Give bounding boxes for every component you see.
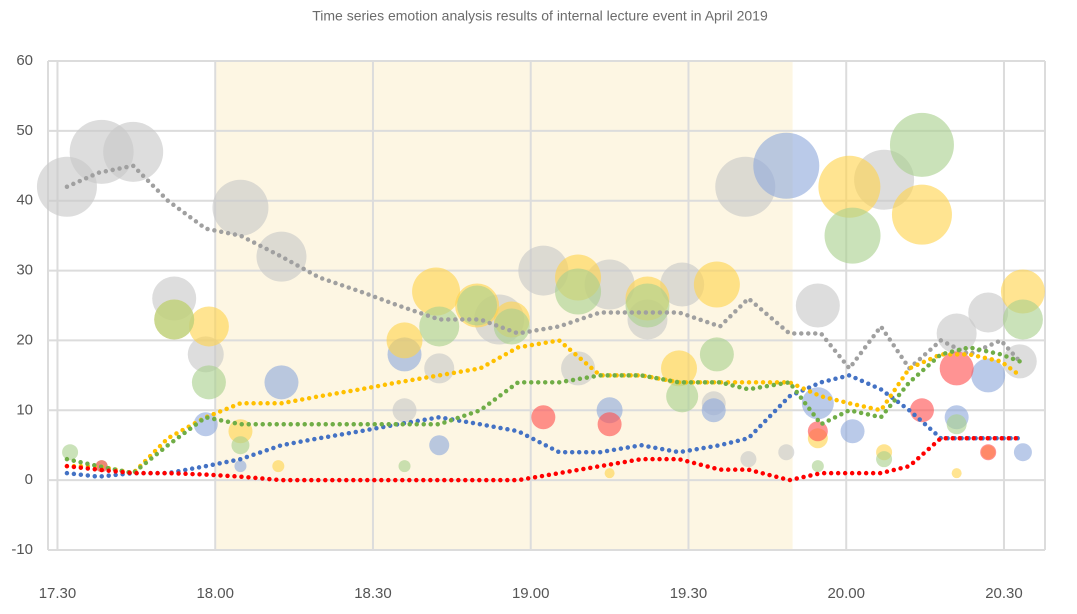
y-tick-label: 60 xyxy=(16,52,33,69)
bubble xyxy=(980,444,997,461)
bubble xyxy=(604,468,615,479)
x-tick-label: 19.00 xyxy=(512,585,550,602)
bubble xyxy=(392,398,417,423)
y-tick-label: 50 xyxy=(16,122,33,139)
bubble xyxy=(693,261,740,308)
bubble xyxy=(191,365,226,400)
bubble xyxy=(876,451,893,468)
bubble xyxy=(256,231,307,282)
bubble xyxy=(398,460,411,473)
y-tick-label: 40 xyxy=(16,192,33,209)
bubble xyxy=(811,460,824,473)
x-tick-label: 20.00 xyxy=(827,585,865,602)
x-tick-label: 17.30 xyxy=(39,585,77,602)
bubble xyxy=(555,268,602,315)
bubble xyxy=(412,267,461,316)
bubble xyxy=(818,155,881,218)
dotted-line xyxy=(64,372,1023,479)
bubble xyxy=(889,112,954,177)
bubble xyxy=(1013,443,1032,462)
bubble xyxy=(429,435,450,456)
x-tick-label: 20.30 xyxy=(985,585,1023,602)
bubble xyxy=(891,184,952,245)
bubble xyxy=(103,121,164,182)
bubble xyxy=(666,380,699,413)
x-tick-label: 18.00 xyxy=(196,585,234,602)
bubble xyxy=(807,421,828,442)
x-tick-label: 19.30 xyxy=(670,585,708,602)
bubble xyxy=(597,412,622,437)
bubble xyxy=(909,398,934,423)
bubble xyxy=(946,414,967,435)
bubble xyxy=(824,207,881,264)
bubble xyxy=(231,436,250,455)
bubble xyxy=(424,353,455,384)
bubble xyxy=(801,387,834,420)
dotted-line xyxy=(64,338,1023,476)
bubble xyxy=(62,444,79,461)
bubble xyxy=(1002,299,1043,340)
bubble xyxy=(531,405,556,430)
y-tick-label: -10 xyxy=(11,541,33,558)
dotted-line xyxy=(64,163,1023,373)
bubble xyxy=(493,308,530,345)
bubble xyxy=(386,322,423,359)
bubble xyxy=(740,451,757,468)
dotted-line xyxy=(64,435,1023,483)
bubble xyxy=(661,350,698,387)
bubble xyxy=(795,283,840,328)
bubble xyxy=(660,262,705,307)
bubble xyxy=(939,351,974,386)
bubble xyxy=(971,358,1006,393)
bubble xyxy=(272,460,285,473)
bubble xyxy=(212,179,269,236)
bubble xyxy=(968,292,1009,333)
bubble xyxy=(951,468,962,479)
bubble xyxy=(625,283,670,328)
bubble xyxy=(699,337,734,372)
bubble xyxy=(1000,269,1045,314)
y-tick-label: 20 xyxy=(16,331,33,348)
bubble xyxy=(840,419,865,444)
y-tick-label: 10 xyxy=(16,401,33,418)
bubble xyxy=(701,398,726,423)
bubble xyxy=(778,444,795,461)
x-tick-label: 18.30 xyxy=(354,585,392,602)
bubble xyxy=(188,306,229,347)
bubble xyxy=(457,285,498,326)
dotted-line xyxy=(64,345,1023,476)
y-tick-label: 0 xyxy=(25,471,33,488)
bubble xyxy=(154,299,195,340)
bubble xyxy=(753,132,820,199)
bubble xyxy=(419,306,460,347)
bubble xyxy=(264,365,299,400)
chart-title: Time series emotion analysis results of … xyxy=(312,8,768,24)
bubble xyxy=(234,460,247,473)
y-tick-label: 30 xyxy=(16,262,33,279)
